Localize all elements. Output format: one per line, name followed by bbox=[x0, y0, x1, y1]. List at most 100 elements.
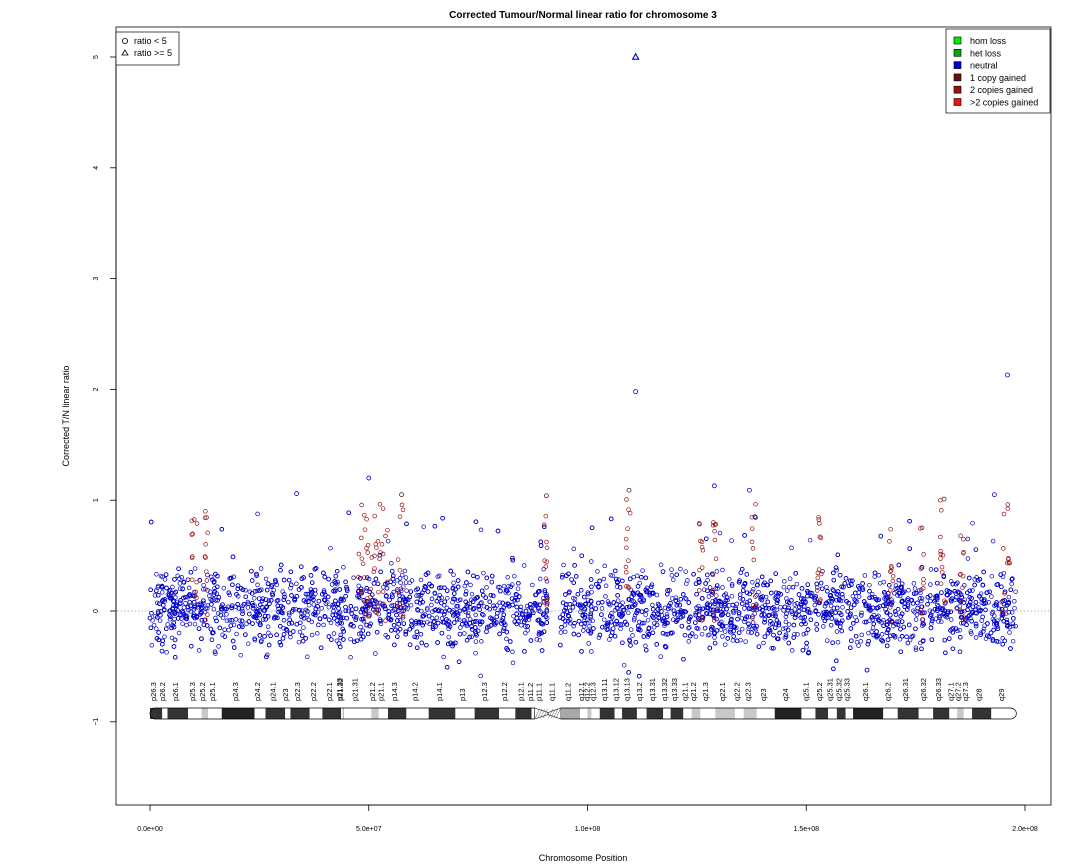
neutral-point bbox=[650, 602, 655, 608]
neutral-point bbox=[801, 631, 807, 637]
neutral-point bbox=[995, 626, 1001, 632]
neutral-point bbox=[489, 616, 495, 622]
neutral-point bbox=[492, 605, 498, 611]
neutral-point bbox=[278, 642, 284, 648]
neutral-point bbox=[829, 616, 835, 621]
neutral-point bbox=[720, 634, 725, 639]
neutral-point bbox=[281, 577, 287, 583]
neutral-point bbox=[750, 614, 755, 619]
neutral-point bbox=[226, 590, 232, 595]
neutral-point bbox=[326, 576, 331, 582]
neutral-point bbox=[263, 576, 269, 582]
neutral-point bbox=[171, 620, 176, 626]
neutral-point bbox=[632, 616, 637, 621]
neutral-point bbox=[403, 575, 409, 580]
neutral-point bbox=[759, 574, 765, 580]
neutral-point bbox=[515, 586, 521, 591]
neutral-point bbox=[476, 603, 481, 609]
neutral-point bbox=[452, 591, 457, 596]
neutral-point bbox=[774, 600, 780, 606]
neutral-point bbox=[458, 625, 463, 630]
neutral-point bbox=[464, 580, 469, 585]
neutral-point bbox=[189, 643, 194, 649]
neutral-point bbox=[432, 608, 437, 613]
neutral-point bbox=[895, 622, 901, 628]
neutral-point bbox=[521, 563, 527, 568]
neutral-point bbox=[948, 598, 954, 604]
neutral-point bbox=[744, 572, 750, 577]
neutral-point bbox=[591, 626, 596, 631]
neutral-point bbox=[273, 578, 278, 583]
neutral-point bbox=[663, 644, 669, 650]
neutral-point bbox=[281, 597, 287, 603]
neutral-point bbox=[755, 582, 760, 588]
neutral-point bbox=[859, 613, 864, 618]
neutral-point bbox=[638, 592, 643, 598]
neutral-point bbox=[610, 626, 616, 631]
neutral-point bbox=[637, 619, 642, 625]
neutral-point bbox=[403, 580, 409, 585]
neutral-point bbox=[149, 643, 155, 648]
neutral-point bbox=[702, 625, 708, 631]
neutral-point bbox=[620, 622, 625, 627]
neutral-point bbox=[946, 589, 952, 594]
neutral-point bbox=[429, 596, 435, 602]
neutral-point bbox=[898, 585, 903, 590]
neutral-point bbox=[320, 591, 325, 597]
neutral-point bbox=[945, 592, 950, 598]
neutral-point bbox=[647, 592, 653, 598]
neutral-point bbox=[668, 601, 673, 606]
neutral-point bbox=[192, 615, 198, 621]
neutral-point bbox=[192, 604, 198, 610]
neutral-point bbox=[589, 559, 594, 564]
neutral-point bbox=[539, 630, 544, 636]
neutral-point bbox=[842, 581, 848, 586]
neutral-point bbox=[275, 615, 280, 621]
neutral-point bbox=[181, 580, 187, 585]
neutral-point bbox=[332, 579, 337, 584]
neutral-point bbox=[463, 589, 469, 594]
neutral-point bbox=[615, 621, 620, 627]
neutral-point bbox=[746, 606, 752, 611]
neutral-point bbox=[730, 638, 736, 643]
neutral-point bbox=[159, 648, 165, 654]
neutral-point bbox=[319, 606, 324, 611]
neutral-point bbox=[896, 590, 902, 596]
neutral-point bbox=[969, 631, 974, 636]
neutral-point bbox=[498, 607, 504, 613]
neutral-point bbox=[620, 600, 625, 605]
neutral-point bbox=[278, 562, 284, 568]
neutral-point bbox=[589, 649, 594, 654]
neutral-point bbox=[711, 613, 716, 618]
neutral-point bbox=[639, 609, 645, 614]
neutral-point bbox=[1009, 581, 1014, 587]
neutral-point bbox=[875, 633, 881, 639]
neutral-point bbox=[819, 586, 825, 591]
neutral-point bbox=[900, 598, 905, 604]
neutral-point bbox=[986, 634, 992, 639]
neutral-point bbox=[808, 593, 814, 599]
neutral-point bbox=[567, 589, 572, 595]
neutral-point bbox=[487, 599, 492, 604]
neutral-point bbox=[313, 566, 319, 571]
neutral-point bbox=[1013, 589, 1018, 594]
neutral-point bbox=[911, 591, 917, 596]
neutral-point bbox=[250, 621, 255, 626]
neutral-point bbox=[421, 524, 426, 529]
neutral-point bbox=[876, 573, 882, 578]
neutral-point bbox=[289, 593, 294, 598]
neutral-point bbox=[599, 600, 605, 605]
neutral-point bbox=[488, 623, 494, 628]
neutral-point bbox=[308, 587, 314, 592]
neutral-point bbox=[762, 634, 768, 639]
neutral-point bbox=[506, 590, 511, 596]
neutral-point bbox=[500, 616, 506, 621]
neutral-point bbox=[1006, 594, 1012, 600]
neutral-point bbox=[729, 538, 734, 543]
neutral-point bbox=[501, 605, 506, 610]
neutral-point bbox=[177, 576, 182, 581]
neutral-point bbox=[925, 602, 930, 607]
neutral-point bbox=[665, 591, 670, 597]
neutral-point bbox=[915, 605, 920, 611]
neutral-point bbox=[912, 586, 918, 591]
